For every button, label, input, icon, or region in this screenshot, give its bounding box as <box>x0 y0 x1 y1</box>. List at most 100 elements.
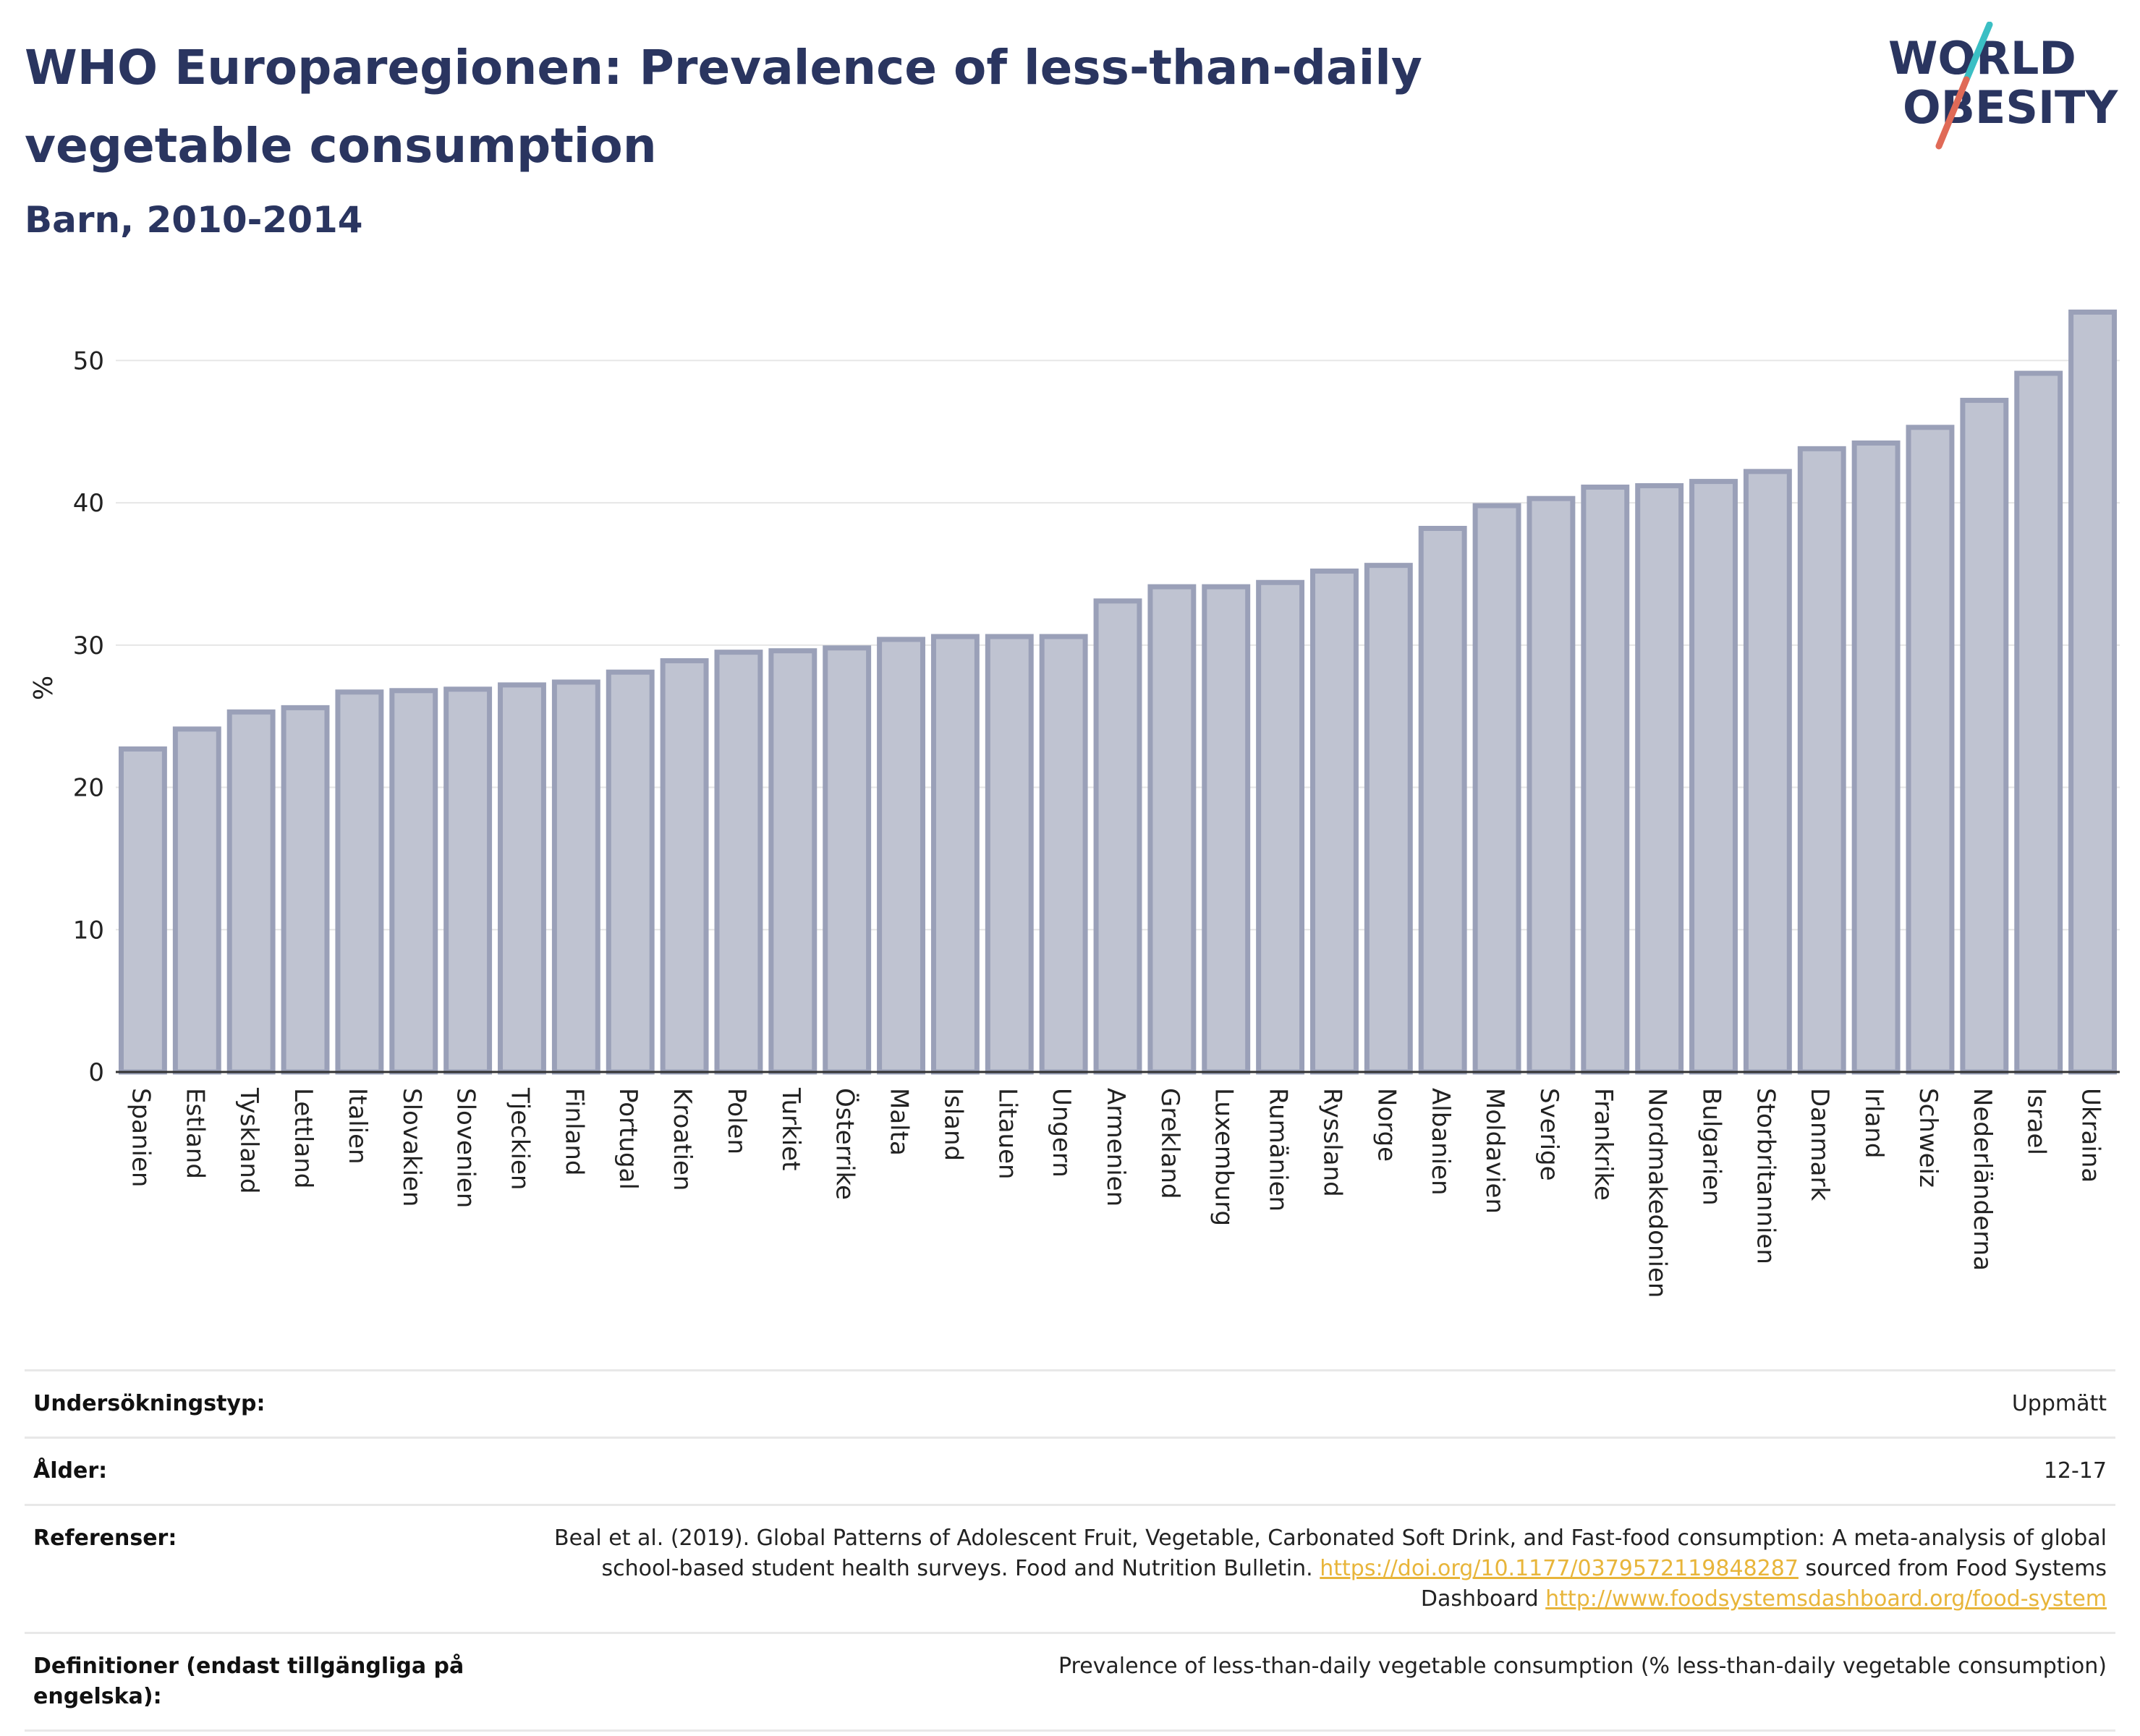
bar[interactable] <box>1635 482 1684 1075</box>
x-tick-label: Storbritannien <box>1751 1088 1780 1264</box>
x-tick-label: Grekland <box>1155 1088 1184 1199</box>
bar[interactable] <box>1310 569 1359 1075</box>
logo-text-obesity: OBESITY <box>1903 81 2118 134</box>
bar[interactable] <box>1689 479 1738 1075</box>
bar[interactable] <box>281 705 330 1075</box>
y-axis-label: % <box>29 676 59 700</box>
x-tick-label: Italien <box>343 1088 372 1165</box>
bar[interactable] <box>118 746 167 1075</box>
x-tick-label: Slovakien <box>397 1088 426 1207</box>
bar[interactable] <box>226 709 276 1075</box>
meta-value-references: Beal et al. (2019). Global Patterns of A… <box>505 1505 2115 1633</box>
bar[interactable] <box>1906 425 1955 1075</box>
bar[interactable] <box>985 634 1034 1075</box>
x-tick-label: Armenien <box>1101 1088 1130 1207</box>
meta-row-definitions: Definitioner (endast tillgängliga på eng… <box>25 1633 2115 1731</box>
metadata-table: Undersökningstyp: Uppmätt Ålder: 12-17 R… <box>25 1369 2115 1732</box>
x-tick-label: Finland <box>559 1088 588 1176</box>
x-tick-label: Ukraina <box>2076 1088 2105 1183</box>
doi-link[interactable]: https://doi.org/10.1177/0379572119848287 <box>1320 1556 1799 1581</box>
x-tick-label: Slovenien <box>451 1088 480 1208</box>
x-tick-label: Ungern <box>1047 1088 1076 1178</box>
meta-row-references: Referenser: Beal et al. (2019). Global P… <box>25 1505 2115 1633</box>
x-tick-labels: Spanien Estland Tyskland Lettland Italien Slo… <box>126 1087 2105 1298</box>
y-tick-label: 20 <box>73 774 104 803</box>
reference-text-2: sourced from Food Systems Dashboard <box>1420 1556 2107 1612</box>
x-tick-label: Ryssland <box>1317 1088 1346 1197</box>
meta-label: Definitioner (endast tillgängliga på eng… <box>33 1654 464 1709</box>
meta-label: Undersökningstyp: <box>33 1391 266 1416</box>
x-tick-label: Sverige <box>1534 1088 1563 1181</box>
bar[interactable] <box>172 726 221 1075</box>
y-tick-label: 0 <box>88 1058 104 1087</box>
y-tick-label: 30 <box>73 631 104 660</box>
meta-value: Prevalence of less-than-daily vegetable … <box>1058 1654 2107 1679</box>
x-tick-label: Luxemburg <box>1210 1088 1239 1226</box>
bar[interactable] <box>1039 634 1088 1075</box>
bar[interactable] <box>2068 309 2118 1075</box>
x-tick-label: Danmark <box>1805 1088 1834 1201</box>
x-tick-label: Island <box>938 1088 967 1161</box>
x-tick-label: Portugal <box>613 1088 642 1190</box>
bar[interactable] <box>1527 495 1576 1075</box>
bar[interactable] <box>1147 584 1197 1075</box>
meta-label: Ålder: <box>33 1458 108 1484</box>
bar[interactable] <box>498 682 546 1075</box>
meta-label: Referenser: <box>33 1526 177 1551</box>
bars <box>116 309 2120 1075</box>
reference-text: Beal et al. (2019). Global Patterns of A… <box>553 1526 2107 1581</box>
y-tick-labels: 0 10 20 30 40 50 <box>73 346 104 1087</box>
x-tick-label: Österrike <box>831 1088 860 1200</box>
bar[interactable] <box>551 679 600 1075</box>
bar[interactable] <box>443 686 493 1075</box>
x-tick-label: Lettland <box>289 1088 318 1188</box>
bar[interactable] <box>714 650 763 1075</box>
y-tick-label: 40 <box>73 489 104 518</box>
bar[interactable] <box>768 648 818 1075</box>
x-tick-label: Polen <box>722 1088 751 1154</box>
bar[interactable] <box>1418 526 1467 1075</box>
y-tick-label: 50 <box>73 346 104 375</box>
meta-row-age: Ålder: 12-17 <box>25 1437 2115 1505</box>
meta-value: 12-17 <box>2043 1458 2107 1484</box>
x-tick-label: Nederländerna <box>1968 1088 1997 1271</box>
bar[interactable] <box>877 637 925 1075</box>
bar[interactable] <box>335 689 384 1075</box>
bar[interactable] <box>1202 584 1251 1075</box>
x-tick-label: Turkiet <box>776 1087 805 1171</box>
x-tick-label: Spanien <box>126 1088 155 1187</box>
bar-chart: 0 10 20 30 40 50 Spanien Estland Tyskland Lettla… <box>29 309 2120 1298</box>
bar[interactable] <box>1797 446 1846 1075</box>
x-tick-label: Estland <box>180 1088 209 1179</box>
x-tick-label: Nordmakedonien <box>1643 1088 1672 1298</box>
chart-title: WHO Europaregionen: Prevalence of less-t… <box>25 40 1422 174</box>
bar[interactable] <box>1743 469 1792 1075</box>
bar[interactable] <box>930 634 980 1075</box>
dashboard-link[interactable]: http://www.foodsystemsdashboard.org/food… <box>1545 1586 2107 1612</box>
bar[interactable] <box>606 669 655 1075</box>
x-tick-label: Norge <box>1372 1088 1401 1162</box>
world-obesity-logo: WORLD OBESITY <box>1888 22 2118 150</box>
bar[interactable] <box>1093 598 1142 1075</box>
x-tick-label: Israel <box>2022 1088 2051 1155</box>
x-tick-label: Malta <box>885 1088 914 1156</box>
bar[interactable] <box>389 688 438 1075</box>
x-tick-label: Tjeckien <box>505 1087 534 1190</box>
x-tick-label: Moldavien <box>1480 1088 1509 1214</box>
bar[interactable] <box>2014 370 2063 1075</box>
x-tick-label: Tyskland <box>234 1087 263 1194</box>
bar[interactable] <box>1472 503 1521 1075</box>
bar[interactable] <box>823 645 872 1075</box>
logo-slash-bottom <box>1935 76 1970 150</box>
x-tick-label: Kroatien <box>668 1088 697 1191</box>
x-tick-label: Bulgarien <box>1697 1088 1726 1206</box>
bar[interactable] <box>660 658 709 1075</box>
bar[interactable] <box>1851 440 1901 1075</box>
x-tick-label: Frankrike <box>1589 1088 1618 1201</box>
bar[interactable] <box>1581 484 1630 1075</box>
logo-slash-top <box>1963 22 1993 83</box>
bar[interactable] <box>1256 579 1305 1075</box>
bar[interactable] <box>1364 563 1413 1075</box>
x-tick-label: Schweiz <box>1914 1088 1942 1188</box>
bar[interactable] <box>1960 397 2009 1075</box>
